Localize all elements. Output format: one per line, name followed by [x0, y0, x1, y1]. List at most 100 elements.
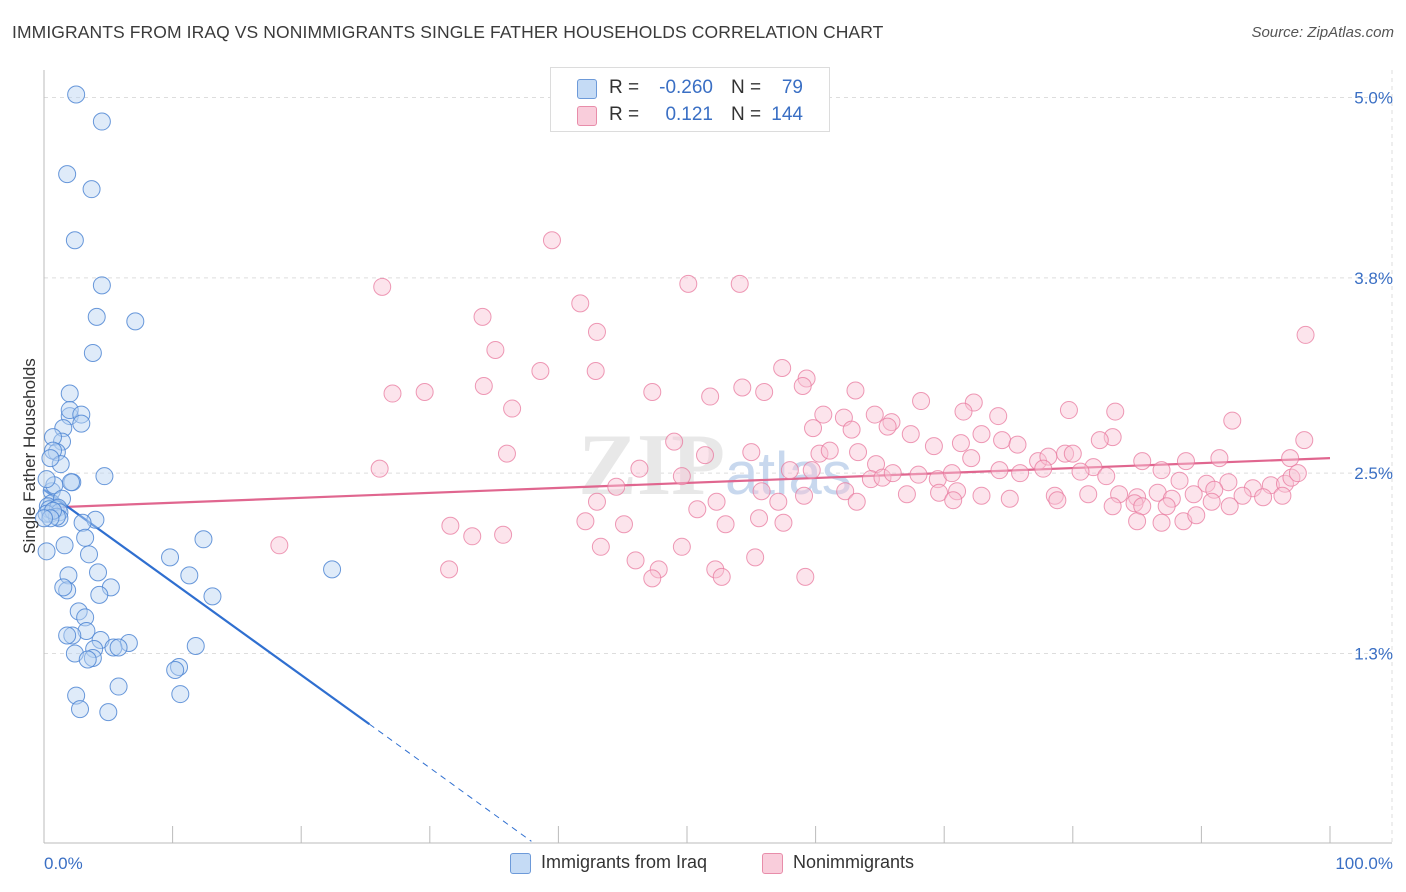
- iraq-point: [92, 112, 111, 131]
- legend-swatch-iraq: [577, 79, 597, 99]
- iraq-point: [59, 566, 78, 585]
- nonimmigrants-point: [494, 525, 513, 544]
- nonimmigrants-point: [473, 307, 492, 326]
- nonimmigrants-point: [846, 381, 865, 400]
- nonimmigrants-point: [836, 482, 855, 501]
- nonimmigrants-point: [944, 491, 963, 510]
- nonimmigrants-point: [688, 500, 707, 519]
- y-axis-label: Single Father Households: [20, 358, 39, 554]
- nonimmigrants-point: [1011, 464, 1030, 483]
- iraq-point: [37, 542, 56, 561]
- nonimmigrants-point: [742, 443, 761, 462]
- bottom-legend-label-iraq: Immigrants from Iraq: [541, 852, 708, 872]
- iraq-point: [44, 428, 63, 447]
- legend-n-value: 79: [781, 77, 803, 98]
- legend-r-value: 0.121: [665, 104, 713, 125]
- nonimmigrants-point: [1295, 431, 1314, 450]
- nonimmigrants-point: [847, 492, 866, 511]
- nonimmigrants-point: [696, 446, 715, 465]
- nonimmigrants-point: [964, 393, 983, 412]
- nonimmigrants-point: [712, 567, 731, 586]
- nonimmigrants-point: [814, 405, 833, 424]
- iraq-point: [80, 545, 99, 564]
- nonimmigrants-point: [804, 419, 823, 438]
- nonimmigrants-point: [1071, 462, 1090, 481]
- iraq-point: [41, 449, 60, 468]
- nonimmigrants-point: [576, 512, 595, 531]
- nonimmigrants-point: [1210, 449, 1229, 468]
- legend-r-label: R =: [609, 104, 640, 125]
- iraq-point: [67, 85, 86, 104]
- nonimmigrants-point: [1223, 411, 1242, 430]
- iraq-point: [58, 626, 77, 645]
- grid-lines: [44, 70, 1393, 843]
- iraq-point: [67, 686, 86, 705]
- nonimmigrants-point: [1133, 497, 1152, 516]
- nonimmigrants-point: [773, 358, 792, 377]
- nonimmigrants-point: [542, 231, 561, 250]
- nonimmigrants-point: [672, 467, 691, 486]
- nonimmigrants-point: [1059, 401, 1078, 420]
- nonimmigrants-point: [942, 464, 961, 483]
- nonimmigrants-point: [607, 477, 626, 496]
- iraq-point: [44, 441, 63, 460]
- iraq-point: [203, 587, 222, 606]
- iraq-point: [89, 563, 108, 582]
- nonimmigrants-point: [1133, 452, 1152, 471]
- legend-r-label: R =: [609, 77, 640, 98]
- iraq-point: [180, 566, 199, 585]
- nonimmigrants-point: [373, 277, 392, 296]
- stats-legend: R = -0.260 N = 79 R = 0.121 N = 144: [550, 67, 830, 132]
- nonimmigrants-point: [873, 468, 892, 487]
- nonimmigrants-point: [780, 461, 799, 480]
- nonimmigrants-point: [497, 444, 516, 463]
- nonimmigrants-point: [755, 383, 774, 402]
- nonimmigrants-point: [1219, 473, 1238, 492]
- iraq-point: [95, 467, 114, 486]
- nonimmigrants-point: [820, 441, 839, 460]
- nonimmigrants-point: [591, 537, 610, 556]
- nonimmigrants-point: [503, 399, 522, 418]
- nonimmigrants-point: [990, 461, 1009, 480]
- nonimmigrants-point: [1282, 468, 1301, 487]
- iraq-point: [83, 343, 102, 362]
- nonimmigrants-point: [912, 392, 931, 411]
- nonimmigrants-point: [1220, 497, 1239, 516]
- nonimmigrants-point: [795, 486, 814, 505]
- nonimmigrants-point: [733, 378, 752, 397]
- bottom-legend-swatch-iraq: [510, 853, 531, 874]
- nonimmigrants-point: [474, 377, 493, 396]
- nonimmigrants-point: [415, 383, 434, 402]
- legend-n-label: N =: [731, 77, 762, 98]
- nonimmigrants-point: [587, 322, 606, 341]
- iraq-point: [58, 165, 77, 184]
- nonimmigrants-point: [972, 425, 991, 444]
- nonimmigrants-point: [1090, 431, 1109, 450]
- nonimmigrants-point: [1187, 506, 1206, 525]
- nonimmigrants-point: [924, 437, 943, 456]
- iraq-point: [72, 414, 91, 433]
- nonimmigrants-point: [951, 434, 970, 453]
- nonimmigrants-point: [1000, 489, 1019, 508]
- nonimmigrants-point: [1152, 513, 1171, 532]
- y-tick-label: 1.3%: [1354, 645, 1393, 664]
- iraq-point: [77, 621, 96, 640]
- iraq-point: [76, 608, 95, 627]
- nonimmigrants-point: [948, 482, 967, 501]
- nonimmigrants-point: [989, 407, 1008, 426]
- y-tick-label: 5.0%: [1354, 89, 1393, 108]
- nonimmigrants-point: [793, 377, 812, 396]
- nonimmigrants-point: [643, 383, 662, 402]
- iraq-point: [104, 638, 123, 657]
- chart-source: Source: ZipAtlas.com: [1251, 24, 1394, 41]
- iraq-point: [73, 513, 92, 532]
- legend-swatch-nonimmigrants: [577, 106, 597, 126]
- nonimmigrants-point: [901, 425, 920, 444]
- nonimmigrants-point: [796, 567, 815, 586]
- iraq-point: [90, 585, 109, 604]
- nonimmigrants-point: [463, 527, 482, 546]
- iraq-point: [85, 639, 104, 658]
- nonimmigrants-point: [614, 515, 633, 534]
- tick-labels: 1.3% 2.5% 3.8% 5.0% 0.0% 100.0%: [44, 89, 1393, 874]
- nonimmigrants-point: [993, 431, 1012, 450]
